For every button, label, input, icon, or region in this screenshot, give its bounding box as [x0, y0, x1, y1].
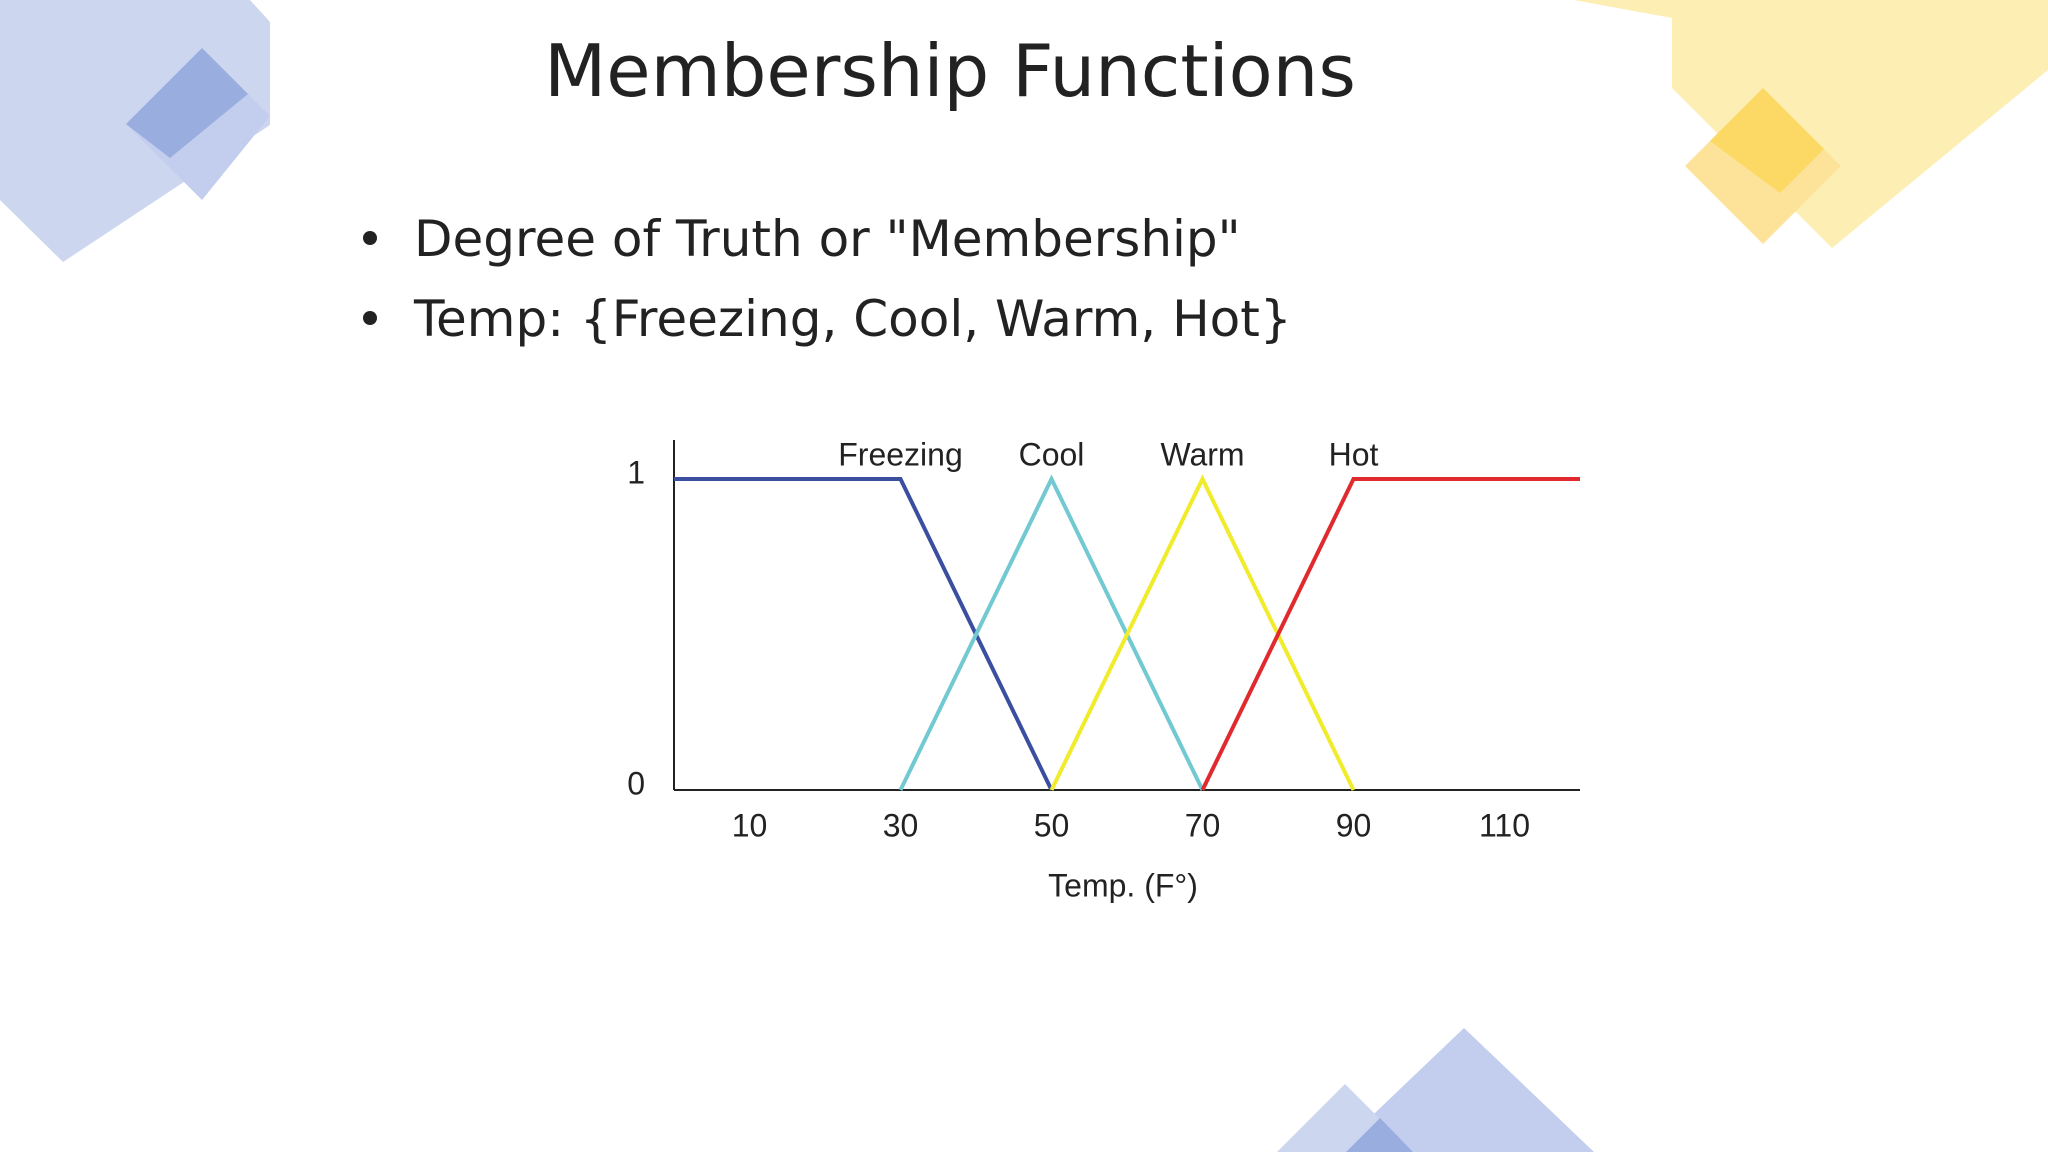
series-label: Hot	[1329, 436, 1379, 472]
y-tick-label: 0	[627, 765, 645, 801]
series-label: Warm	[1160, 436, 1244, 472]
series-label: Freezing	[838, 436, 963, 472]
bullet-dot	[363, 231, 377, 245]
series-label: Cool	[1019, 436, 1085, 472]
bullet-text: Temp: {Freezing, Cool, Warm, Hot}	[413, 290, 1292, 348]
series-line	[674, 477, 1054, 791]
series-line	[1049, 474, 1356, 791]
x-tick-label: 50	[1034, 807, 1070, 843]
bullet-dot	[363, 311, 377, 325]
x-axis-label: Temp. (F°)	[1048, 867, 1198, 903]
x-tick-label: 70	[1185, 807, 1221, 843]
series-line	[898, 474, 1205, 791]
bullet-text: Degree of Truth or "Membership"	[414, 210, 1241, 268]
series-line	[1200, 477, 1580, 791]
y-tick-label: 1	[627, 454, 645, 490]
x-tick-label: 110	[1479, 807, 1530, 843]
slide-title: Membership Functions	[544, 29, 1356, 113]
x-tick-label: 90	[1336, 807, 1372, 843]
x-tick-label: 30	[883, 807, 919, 843]
x-tick-label: 10	[732, 807, 768, 843]
